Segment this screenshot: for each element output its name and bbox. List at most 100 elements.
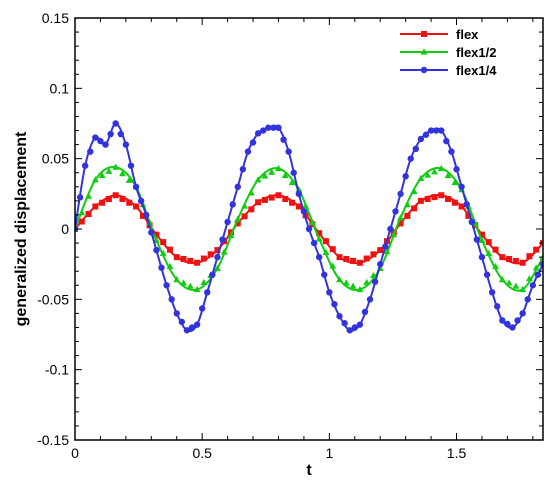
data-point	[451, 199, 458, 206]
data-point	[285, 148, 292, 155]
data-point	[411, 205, 418, 212]
data-point	[275, 192, 282, 199]
data-point	[290, 169, 297, 176]
data-point	[193, 285, 201, 293]
data-point	[302, 202, 310, 209]
x-tick-label: 1	[325, 445, 333, 461]
data-point	[92, 203, 99, 210]
data-point	[473, 236, 481, 243]
data-point	[343, 256, 350, 263]
data-point	[371, 278, 379, 285]
data-point	[370, 251, 377, 258]
data-point	[331, 301, 338, 308]
data-point	[214, 264, 221, 271]
data-point	[498, 276, 506, 283]
data-point	[427, 127, 435, 134]
axis-layer: 0 0.5 1 1.5 -0.15 -0.1 -0.05 0 0.05 0.1 0.15	[37, 10, 543, 461]
data-point	[356, 321, 364, 328]
y-tick-label: -0.15	[37, 432, 69, 448]
data-point	[494, 303, 501, 310]
data-point	[153, 246, 160, 254]
data-point	[261, 196, 268, 203]
data-point	[178, 318, 186, 326]
data-point	[137, 197, 145, 205]
data-point	[255, 199, 262, 206]
data-point	[204, 289, 211, 296]
data-point	[98, 171, 106, 179]
data-point	[431, 194, 438, 201]
data-point	[539, 260, 543, 268]
x-axis-title: t	[306, 462, 312, 479]
data-point	[168, 296, 175, 303]
data-point	[234, 215, 242, 222]
data-point	[468, 218, 475, 226]
data-point	[158, 264, 165, 271]
data-point	[451, 178, 459, 186]
data-point	[485, 239, 492, 246]
data-point	[268, 168, 276, 175]
data-point	[402, 173, 409, 180]
data-point	[321, 271, 328, 278]
data-point	[465, 212, 472, 219]
data-point	[275, 164, 282, 172]
x-tick-label: 0.5	[192, 445, 212, 461]
data-point	[78, 208, 86, 216]
data-point	[99, 199, 106, 206]
data-point	[377, 247, 384, 254]
data-point	[126, 199, 133, 206]
data-point	[514, 317, 521, 324]
data-point	[241, 213, 248, 220]
legend-label: flex1/4	[456, 63, 497, 78]
data-point	[342, 279, 350, 286]
data-point	[512, 282, 520, 289]
data-point	[200, 255, 207, 262]
data-point	[119, 195, 126, 202]
legend-item: flex1/2	[400, 45, 496, 60]
data-point	[504, 320, 511, 328]
data-point	[488, 289, 496, 296]
data-point	[180, 279, 187, 286]
data-point	[383, 247, 391, 255]
legend-item: flex1/4	[400, 63, 497, 78]
data-point	[275, 124, 282, 131]
data-point	[159, 249, 167, 256]
data-point	[478, 236, 486, 243]
data-point	[346, 327, 353, 334]
data-point	[422, 131, 430, 138]
data-point	[336, 313, 343, 320]
data-point	[119, 170, 126, 177]
data-point	[289, 199, 296, 206]
data-point	[139, 212, 146, 219]
data-point	[163, 282, 170, 289]
data-point	[183, 327, 191, 334]
data-point	[187, 257, 194, 264]
legend-marker	[420, 48, 428, 55]
data-point	[453, 166, 460, 173]
data-point	[438, 192, 445, 199]
data-point	[397, 190, 404, 198]
data-point	[458, 183, 465, 190]
data-point	[361, 308, 369, 316]
y-tick-label: 0.15	[42, 10, 69, 26]
data-point	[200, 278, 208, 286]
data-point	[224, 218, 231, 226]
data-point	[97, 137, 104, 145]
data-point	[153, 231, 160, 238]
data-point	[300, 208, 308, 215]
y-tick-label: 0.1	[50, 80, 70, 96]
data-point	[534, 271, 542, 278]
data-point	[133, 203, 140, 210]
data-point	[329, 262, 337, 269]
data-point	[445, 195, 452, 202]
data-point	[407, 155, 414, 162]
data-point	[254, 176, 262, 183]
data-point	[244, 148, 252, 155]
y-tick-label: 0	[61, 221, 69, 237]
data-point	[322, 238, 329, 245]
data-point	[351, 324, 358, 331]
data-point	[107, 130, 114, 138]
data-point	[85, 192, 92, 199]
data-point	[265, 124, 272, 131]
data-point	[281, 171, 289, 179]
data-point	[315, 253, 323, 261]
